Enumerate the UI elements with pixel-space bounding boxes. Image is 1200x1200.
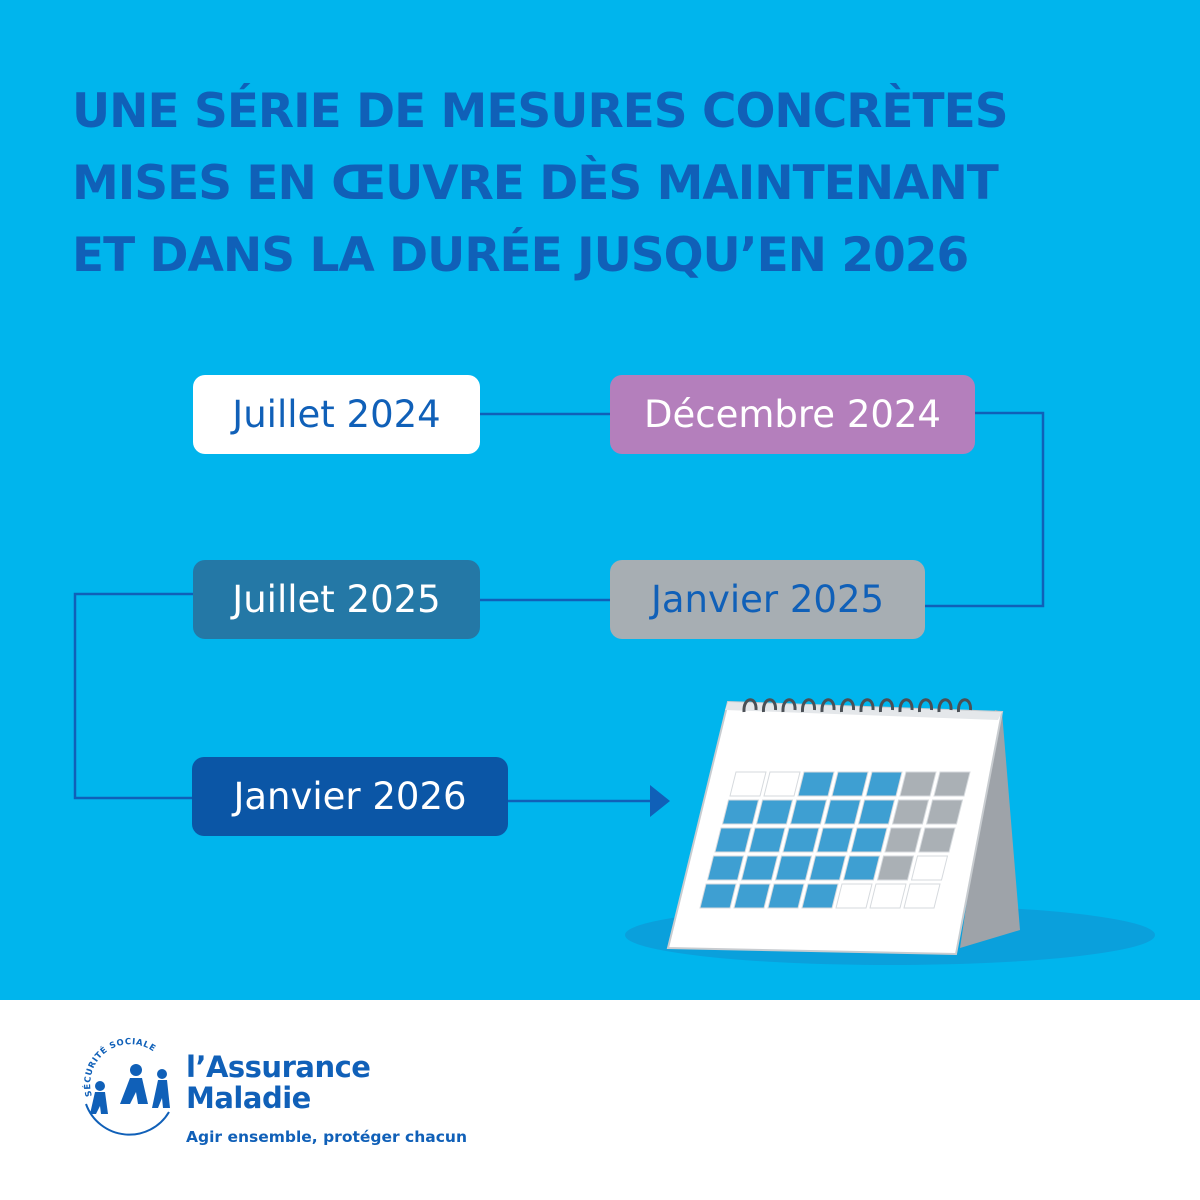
- calendar-day-cell: [933, 771, 971, 797]
- calendar-ring: [800, 698, 817, 713]
- calendar-day-cell: [782, 827, 820, 853]
- calendar-ring: [761, 698, 778, 713]
- calendar-ring: [917, 698, 934, 713]
- logo-name: l’Assurance Maladie: [186, 1050, 371, 1115]
- calendar-day-cell: [729, 771, 767, 797]
- headline-line-2: MISES EN ŒUVRE DÈS MAINTENANT: [72, 156, 999, 211]
- calendar-day-cell: [748, 827, 786, 853]
- arrow-head-icon: [650, 785, 670, 817]
- calendar-ring: [878, 698, 895, 713]
- timeline-step-label: Décembre 2024: [644, 393, 941, 436]
- calendar-day-cell: [755, 799, 794, 825]
- calendar-day-cell: [714, 827, 752, 853]
- calendar-day-cell: [876, 855, 915, 881]
- timeline-step-label: Janvier 2025: [650, 578, 885, 621]
- calendar-day-cell: [699, 883, 737, 909]
- calendar-day-cell: [763, 771, 801, 797]
- calendar-ring: [956, 698, 973, 713]
- calendar-day-cell: [823, 799, 862, 825]
- calendar-ring: [839, 698, 856, 713]
- calendar-day-cell: [740, 855, 779, 881]
- calendar-ring: [820, 698, 836, 713]
- calendar-day-cell: [903, 883, 941, 909]
- calendar-day-cell: [835, 883, 873, 909]
- logo-line-1: l’Assurance: [186, 1050, 371, 1084]
- timeline-step-janvier-2026: Janvier 2026: [192, 757, 508, 836]
- calendar-icon: [625, 698, 1155, 965]
- calendar-day-cell: [865, 771, 903, 797]
- logo-tagline: Agir ensemble, protéger chacun: [186, 1128, 467, 1146]
- timeline-step-label: Juillet 2024: [232, 393, 441, 436]
- svg-text:SÉCURITÉ SOCIALE: SÉCURITÉ SOCIALE: [81, 1037, 157, 1098]
- assurance-maladie-logo: SÉCURITÉ SOCIALE l’Assurance Maladie Agi…: [74, 1034, 467, 1154]
- calendar-day-cell: [733, 883, 771, 909]
- calendar-day-cell: [910, 855, 949, 881]
- calendar-ring: [781, 698, 797, 713]
- calendar-day-cell: [899, 771, 937, 797]
- calendar-day-cell: [721, 799, 760, 825]
- logo-line-2: Maladie: [186, 1081, 311, 1115]
- timeline-step-label: Juillet 2025: [232, 578, 441, 621]
- headline-line-3: ET DANS LA DURÉE JUSQU’EN 2026: [72, 228, 969, 283]
- timeline-connectors: [73, 411, 1045, 817]
- connector-2-3: [925, 411, 1045, 608]
- calendar-day-cell: [831, 771, 869, 797]
- timeline-step-juillet-2025: Juillet 2025: [193, 560, 480, 639]
- calendar-ring: [898, 698, 914, 713]
- calendar-day-cell: [774, 855, 813, 881]
- footer-panel: [0, 1000, 1200, 1200]
- calendar-day-cell: [706, 855, 745, 881]
- calendar-day-cell: [797, 771, 835, 797]
- calendar-day-cell: [801, 883, 839, 909]
- calendar-day-cell: [918, 827, 956, 853]
- headline-line-1: UNE SÉRIE DE MESURES CONCRÈTES: [72, 84, 1009, 139]
- calendar-day-cell: [850, 827, 888, 853]
- calendar-ring: [742, 698, 758, 713]
- connector-4-5: [73, 592, 193, 800]
- calendar-ring: [937, 698, 953, 713]
- calendar-day-cell: [842, 855, 881, 881]
- timeline-step-janvier-2025: Janvier 2025: [610, 560, 925, 639]
- calendar-day-cell: [884, 827, 922, 853]
- logo-arc-text: SÉCURITÉ SOCIALE: [81, 1037, 157, 1098]
- calendar-ring: [859, 698, 875, 713]
- assurance-maladie-logo-icon: SÉCURITÉ SOCIALE: [81, 1037, 170, 1136]
- calendar-day-cell: [767, 883, 805, 909]
- headline: UNE SÉRIE DE MESURES CONCRÈTES MISES EN …: [72, 76, 1009, 292]
- calendar-day-cell: [857, 799, 896, 825]
- calendar-day-cell: [869, 883, 907, 909]
- timeline-step-label: Janvier 2026: [233, 775, 467, 818]
- calendar-day-cell: [925, 799, 964, 825]
- calendar-day-cell: [808, 855, 847, 881]
- timeline-step-decembre-2024: Décembre 2024: [610, 375, 975, 454]
- calendar-day-cell: [816, 827, 854, 853]
- calendar-day-cell: [789, 799, 828, 825]
- calendar-day-cell: [891, 799, 930, 825]
- timeline-step-juillet-2024: Juillet 2024: [193, 375, 480, 454]
